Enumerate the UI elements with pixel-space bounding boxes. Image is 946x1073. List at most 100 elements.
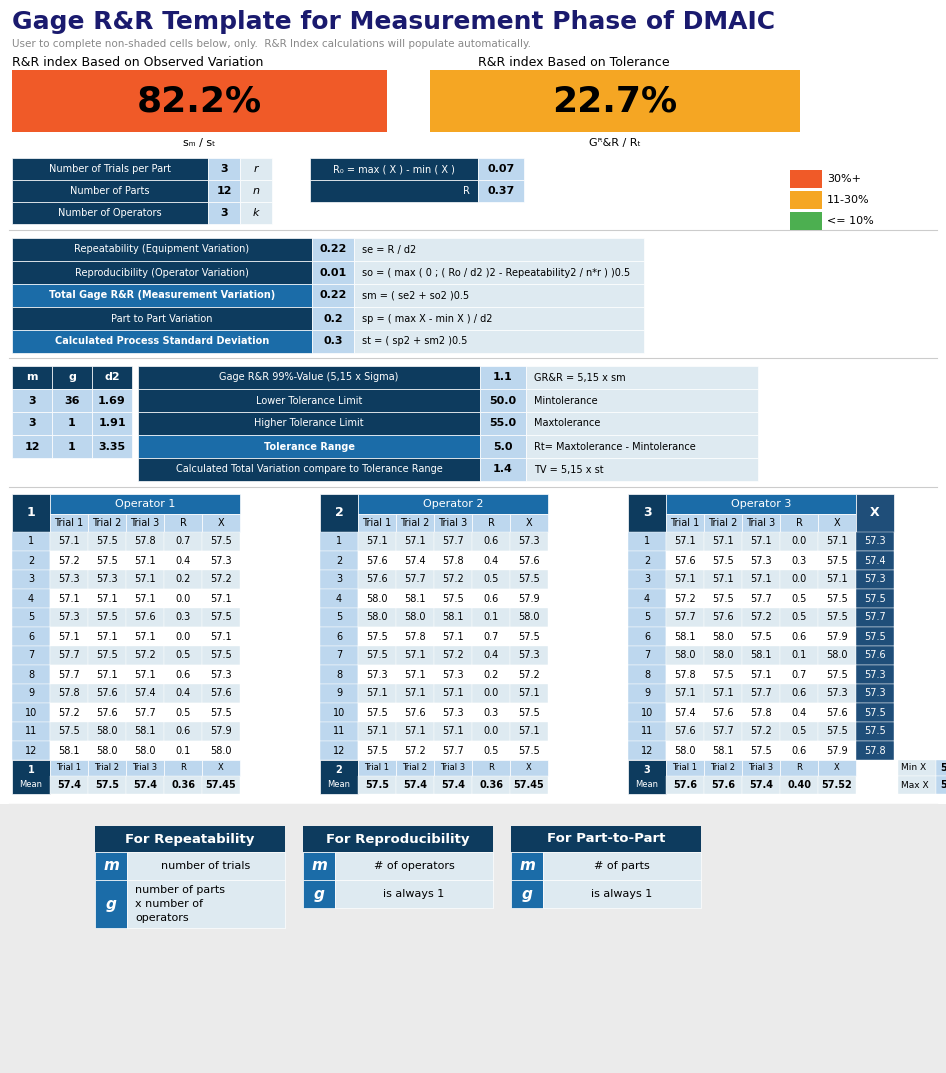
Text: 1: 1 bbox=[26, 506, 35, 519]
Bar bbox=[704, 760, 742, 776]
Text: Trial 1: Trial 1 bbox=[54, 518, 83, 528]
Text: Trial 2: Trial 2 bbox=[709, 518, 738, 528]
Bar bbox=[510, 532, 548, 552]
Text: 57.4: 57.4 bbox=[749, 780, 773, 790]
Text: 57.2: 57.2 bbox=[134, 650, 156, 661]
Bar bbox=[358, 514, 396, 532]
Text: Part to Part Variation: Part to Part Variation bbox=[112, 313, 213, 323]
Text: is always 1: is always 1 bbox=[383, 890, 445, 899]
Bar bbox=[396, 514, 434, 532]
Text: 57.5: 57.5 bbox=[864, 726, 885, 736]
Text: 0.5: 0.5 bbox=[791, 593, 807, 603]
Text: 12: 12 bbox=[25, 746, 37, 755]
Bar bbox=[472, 776, 510, 794]
Bar bbox=[88, 722, 126, 741]
Text: 0.5: 0.5 bbox=[175, 707, 191, 718]
Bar bbox=[666, 552, 704, 570]
Text: Gᴿ&R / Rₜ: Gᴿ&R / Rₜ bbox=[589, 138, 640, 148]
Bar bbox=[88, 703, 126, 722]
Text: n: n bbox=[253, 186, 259, 196]
Text: 57.2: 57.2 bbox=[404, 746, 426, 755]
Text: 57.6: 57.6 bbox=[96, 707, 118, 718]
Text: 57.8: 57.8 bbox=[134, 536, 156, 546]
Bar bbox=[526, 412, 758, 435]
Text: 57.1: 57.1 bbox=[366, 689, 388, 699]
Bar bbox=[472, 722, 510, 741]
Text: 57.7: 57.7 bbox=[750, 593, 772, 603]
Bar bbox=[434, 532, 472, 552]
Bar bbox=[88, 532, 126, 552]
Bar bbox=[12, 741, 50, 760]
Bar bbox=[88, 514, 126, 532]
Text: 82.2%: 82.2% bbox=[136, 84, 261, 118]
Bar bbox=[780, 665, 818, 684]
Text: 57.5: 57.5 bbox=[826, 670, 848, 679]
Bar bbox=[434, 627, 472, 646]
Bar bbox=[434, 514, 472, 532]
Bar bbox=[358, 494, 548, 514]
Text: x number of: x number of bbox=[135, 899, 203, 909]
Bar bbox=[434, 684, 472, 703]
Text: 0.2: 0.2 bbox=[324, 313, 342, 323]
Bar bbox=[396, 552, 434, 570]
Bar bbox=[396, 684, 434, 703]
Bar bbox=[742, 722, 780, 741]
Bar bbox=[856, 627, 894, 646]
Text: 57.5: 57.5 bbox=[96, 536, 118, 546]
Text: 57.1: 57.1 bbox=[674, 689, 696, 699]
Text: Trial 3: Trial 3 bbox=[132, 764, 158, 773]
Text: Total Gage R&R (Measurement Variation): Total Gage R&R (Measurement Variation) bbox=[49, 291, 275, 300]
Bar bbox=[780, 760, 818, 776]
Bar bbox=[780, 741, 818, 760]
Bar bbox=[312, 261, 354, 284]
Text: 57.1: 57.1 bbox=[826, 536, 848, 546]
Bar bbox=[510, 570, 548, 589]
Bar bbox=[742, 589, 780, 608]
Text: 58.0: 58.0 bbox=[210, 746, 232, 755]
Bar bbox=[780, 514, 818, 532]
Bar bbox=[126, 532, 164, 552]
Text: 6: 6 bbox=[28, 632, 34, 642]
Text: 0.6: 0.6 bbox=[792, 632, 807, 642]
Bar bbox=[202, 552, 240, 570]
Text: 57.7: 57.7 bbox=[674, 613, 696, 622]
Text: 2: 2 bbox=[336, 556, 342, 565]
Text: 57.3: 57.3 bbox=[442, 707, 464, 718]
Text: Trial 1: Trial 1 bbox=[362, 518, 392, 528]
Bar bbox=[510, 703, 548, 722]
Text: 57.1: 57.1 bbox=[210, 632, 232, 642]
Bar bbox=[472, 665, 510, 684]
Bar bbox=[320, 552, 358, 570]
Text: R: R bbox=[463, 186, 469, 196]
Text: operators: operators bbox=[135, 913, 188, 923]
Bar bbox=[12, 665, 50, 684]
Text: 57.6: 57.6 bbox=[366, 556, 388, 565]
Text: 57.6: 57.6 bbox=[210, 689, 232, 699]
Bar bbox=[50, 494, 240, 514]
Text: 2: 2 bbox=[644, 556, 650, 565]
Bar bbox=[628, 760, 666, 794]
Text: 57.3: 57.3 bbox=[826, 689, 848, 699]
Bar bbox=[208, 202, 240, 224]
Text: 58.1: 58.1 bbox=[712, 746, 734, 755]
Text: 5: 5 bbox=[644, 613, 650, 622]
Bar bbox=[472, 552, 510, 570]
Text: 0.6: 0.6 bbox=[175, 670, 191, 679]
Bar bbox=[856, 589, 894, 608]
Bar bbox=[396, 608, 434, 627]
Text: Gage R&R Template for Measurement Phase of DMAIC: Gage R&R Template for Measurement Phase … bbox=[12, 10, 775, 34]
Text: 57.1: 57.1 bbox=[674, 574, 696, 585]
Bar bbox=[628, 741, 666, 760]
Text: 57.1: 57.1 bbox=[96, 632, 118, 642]
Bar bbox=[434, 646, 472, 665]
Text: Trial 3: Trial 3 bbox=[748, 764, 774, 773]
Text: 57.1: 57.1 bbox=[134, 593, 156, 603]
Bar bbox=[510, 627, 548, 646]
Bar bbox=[126, 646, 164, 665]
Bar bbox=[320, 532, 358, 552]
Text: 57.6: 57.6 bbox=[673, 780, 697, 790]
Text: Min X: Min X bbox=[901, 764, 926, 773]
Bar bbox=[818, 532, 856, 552]
Text: R: R bbox=[180, 764, 186, 773]
Text: R&R index Based on Tolerance: R&R index Based on Tolerance bbox=[478, 56, 670, 69]
